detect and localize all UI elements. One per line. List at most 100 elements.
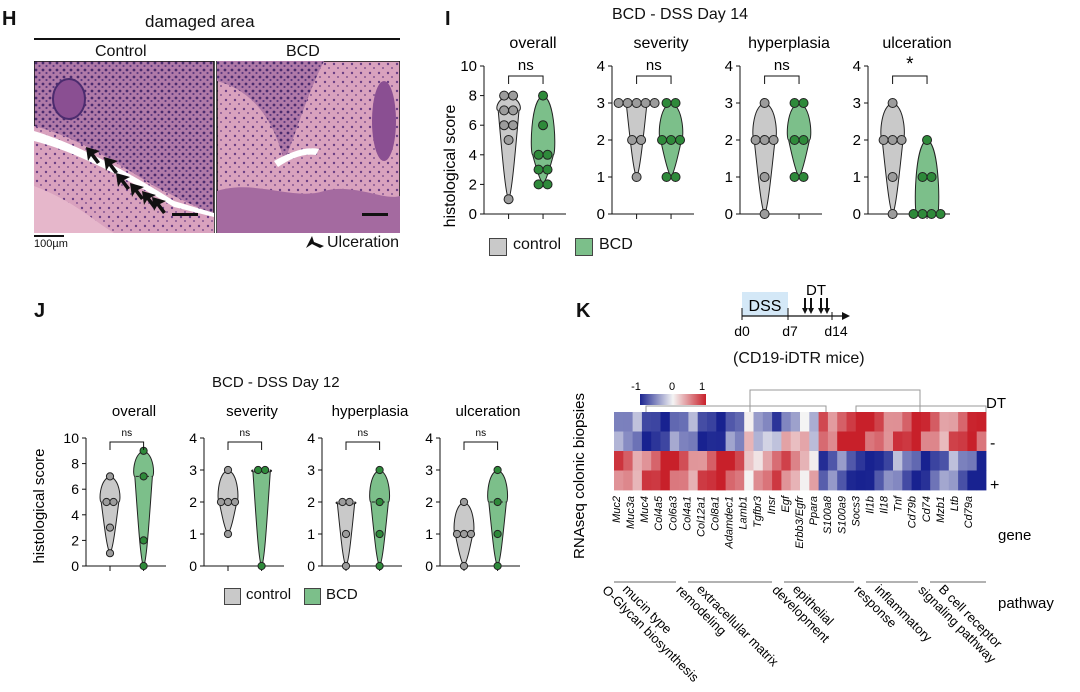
heatmap-cell [697, 470, 708, 491]
data-point-control [345, 497, 354, 507]
heatmap-cell [800, 431, 810, 452]
heatmap-cell [818, 412, 829, 432]
data-point-control [105, 549, 115, 558]
heatmap-cell [688, 470, 699, 491]
subplot-title: overall [509, 35, 556, 52]
heatmap-cell [753, 431, 764, 452]
heatmap-cell [781, 412, 792, 432]
panel-i-ylabel: histological score [442, 105, 459, 228]
gene-label: Muc4 [639, 496, 651, 523]
heatmap-cell [781, 470, 792, 491]
heatmap-cell [614, 412, 624, 432]
y-tick-label: 4 [597, 58, 605, 75]
data-point-control [508, 105, 519, 116]
y-tick-label: 0 [597, 206, 605, 223]
heatmap-cell [660, 431, 671, 452]
gene-label: Cd79a [963, 496, 975, 528]
gene-label: Egf [780, 495, 792, 512]
heatmap-cell [660, 470, 671, 491]
arrowhead-icon [306, 236, 324, 248]
heatmap-cell [976, 451, 987, 471]
data-point-control [499, 120, 510, 131]
y-tick-label: 1 [307, 526, 315, 542]
dt-timeline-label: DT [806, 282, 826, 299]
gene-axis-label: gene [998, 527, 1031, 544]
heatmap-cell [632, 431, 643, 452]
significance-bracket [892, 75, 928, 84]
heatmap-cell [874, 470, 885, 491]
colorbar [640, 394, 706, 405]
y-tick-label: 2 [725, 132, 733, 149]
heatmap-cell [669, 431, 680, 452]
heatmap-cell [939, 412, 950, 432]
heatmap-cell [958, 431, 968, 452]
gene-label: Il18 [879, 495, 891, 514]
heatmap-cell [976, 470, 987, 491]
data-point-BCD [917, 209, 928, 219]
y-tick-label: 2 [853, 132, 861, 149]
gene-label: Col4a5 [653, 495, 665, 531]
data-point-BCD [908, 209, 919, 219]
data-point-BCD [375, 497, 384, 507]
heatmap-cell [837, 412, 847, 432]
data-point-control [466, 529, 476, 539]
data-point-BCD [538, 120, 549, 131]
data-point-control [459, 529, 469, 539]
legend-swatch-bcd [304, 588, 321, 605]
data-point-control [759, 135, 770, 145]
heatmap-cell [716, 412, 726, 432]
y-tick-label: 0 [425, 558, 433, 574]
heatmap-cell [967, 451, 978, 471]
panel-j-ylabel: histological score [31, 448, 48, 563]
heatmap-cell [623, 470, 633, 491]
data-point-BCD [139, 561, 148, 571]
dt-minus-label: - [990, 435, 995, 452]
data-point-BCD [261, 465, 270, 475]
data-point-control [223, 465, 233, 475]
heatmap-cell [772, 470, 782, 491]
y-tick-label: 3 [853, 95, 861, 112]
data-point-control [887, 98, 898, 108]
gene-label: Insr [766, 495, 778, 515]
data-point-BCD [375, 465, 384, 475]
heatmap-cell [883, 412, 894, 432]
heatmap-cell [930, 412, 940, 432]
gene-label: Socs3 [850, 495, 862, 526]
data-point-BCD [670, 172, 681, 182]
heatmap-cell [688, 451, 699, 471]
heatmap-cell [800, 470, 810, 491]
histology-images [34, 61, 400, 233]
heatmap-cell [902, 431, 912, 452]
y-tick-label: 3 [725, 95, 733, 112]
heatmap-cell [734, 412, 745, 432]
violin-BCD [133, 450, 154, 567]
y-tick-label: 3 [307, 462, 315, 478]
data-point-BCD [493, 561, 502, 571]
data-point-control [503, 135, 514, 145]
legend-swatch-control [224, 588, 241, 605]
data-point-BCD [139, 472, 148, 481]
y-tick-label: 1 [853, 169, 861, 186]
heatmap-cell [762, 470, 773, 491]
heatmap-cell [669, 412, 680, 432]
heatmap-cell [697, 412, 708, 432]
gene-label: Adamdec1 [724, 496, 736, 550]
significance-label: ns [358, 428, 369, 439]
data-point-control [759, 172, 770, 182]
heatmap-cell [883, 431, 894, 452]
heatmap-cell [641, 470, 652, 491]
gene-label: Col8a1 [710, 496, 722, 531]
heatmap-cell [883, 470, 894, 491]
heatmap-cell [707, 451, 717, 471]
heatmap-cell [641, 451, 652, 471]
data-point-control [338, 497, 347, 507]
heatmap-cell [725, 412, 736, 432]
heatmap-cell [920, 412, 931, 432]
heatmap-cell [818, 451, 829, 471]
y-tick-label: 4 [469, 147, 477, 164]
heatmap-cell [902, 412, 912, 432]
pathway-label: B cell receptorsignaling pathway [915, 572, 1010, 667]
violin-subplot-hyperplasia: hyperplasia 0 1 2 3 4 ns [725, 35, 830, 223]
data-point-BCD [926, 172, 937, 182]
heatmap-cell [800, 451, 810, 471]
